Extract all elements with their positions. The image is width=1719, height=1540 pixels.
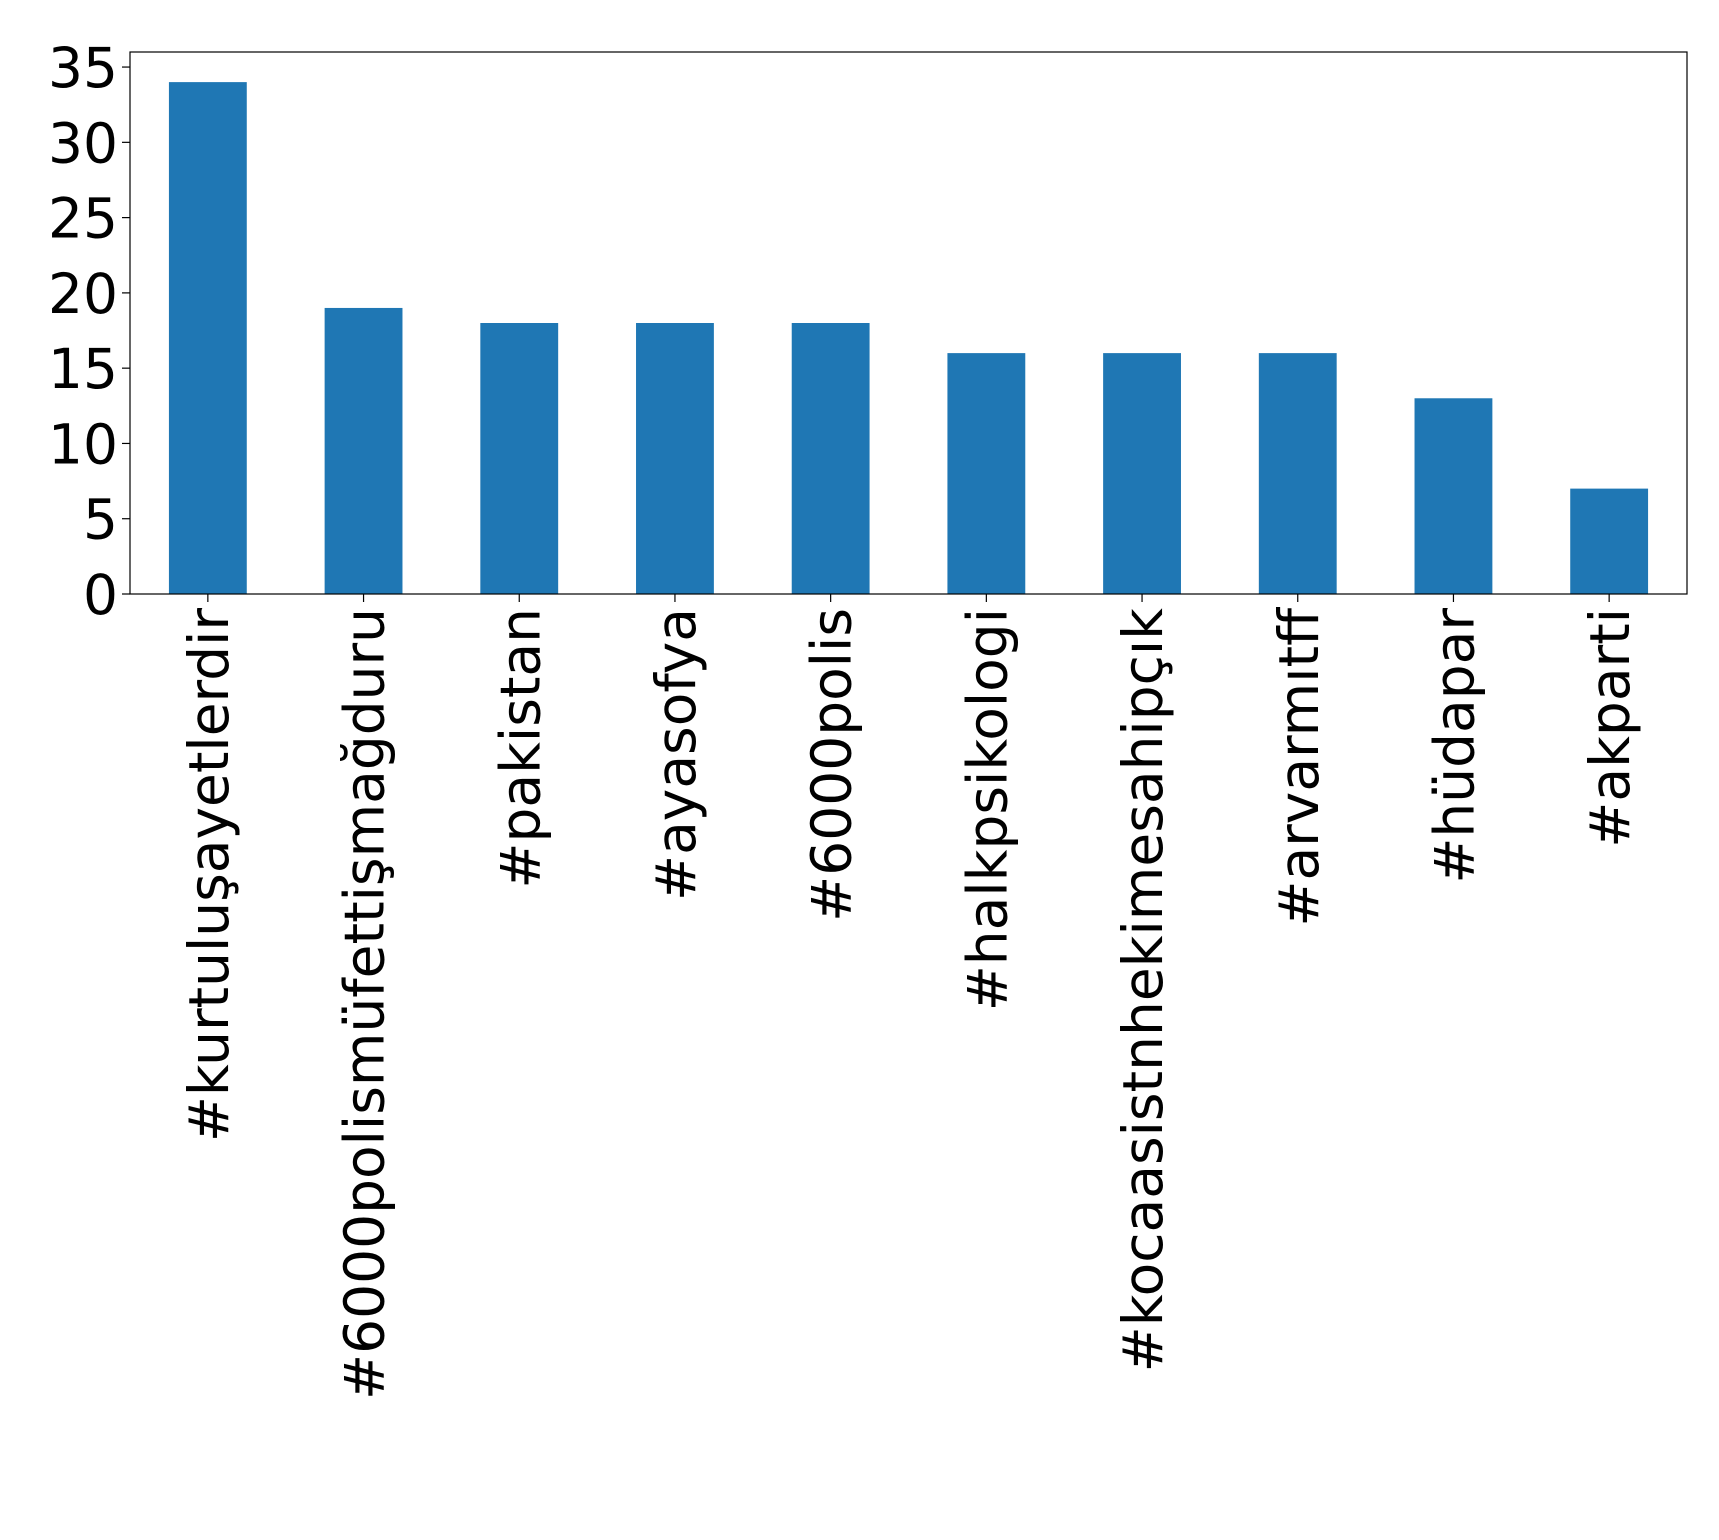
x-tick-label: #arvarmıtff [1267, 607, 1331, 927]
y-tick-label: 30 [48, 111, 118, 175]
bar [324, 307, 403, 594]
bar [1414, 398, 1493, 594]
x-tick-label: #ayasofya [644, 608, 708, 901]
bar [947, 353, 1026, 594]
x-tick-label: #hüdapar [1422, 608, 1486, 884]
y-tick-label: 15 [48, 337, 118, 401]
y-tick-label: 35 [48, 36, 118, 100]
y-tick-label: 10 [48, 412, 118, 476]
y-tick-label: 20 [48, 262, 118, 326]
bar [636, 323, 714, 594]
y-tick-label: 25 [48, 187, 118, 251]
bar [480, 323, 559, 594]
x-tick-label: #kocaasistnhekimesahipçık [1111, 608, 1175, 1372]
x-tick-label: #6000polismüfettişmağduru [333, 608, 397, 1400]
bar [168, 82, 247, 594]
y-tick-label: 0 [83, 563, 118, 627]
bar [1258, 353, 1337, 594]
y-tick-label: 5 [83, 488, 118, 552]
x-tick-label: #6000polis [800, 608, 864, 922]
bar [1103, 353, 1181, 594]
x-tick-label: #akparti [1578, 608, 1642, 848]
plot-frame [129, 51, 1688, 595]
x-tick-label: #halkpsikologi [955, 608, 1019, 1011]
x-tick-label: #pakistan [488, 608, 552, 889]
bar [791, 323, 870, 594]
x-tick-label: #kurtuluşayetlerdir [177, 608, 241, 1143]
bar [1570, 488, 1649, 594]
